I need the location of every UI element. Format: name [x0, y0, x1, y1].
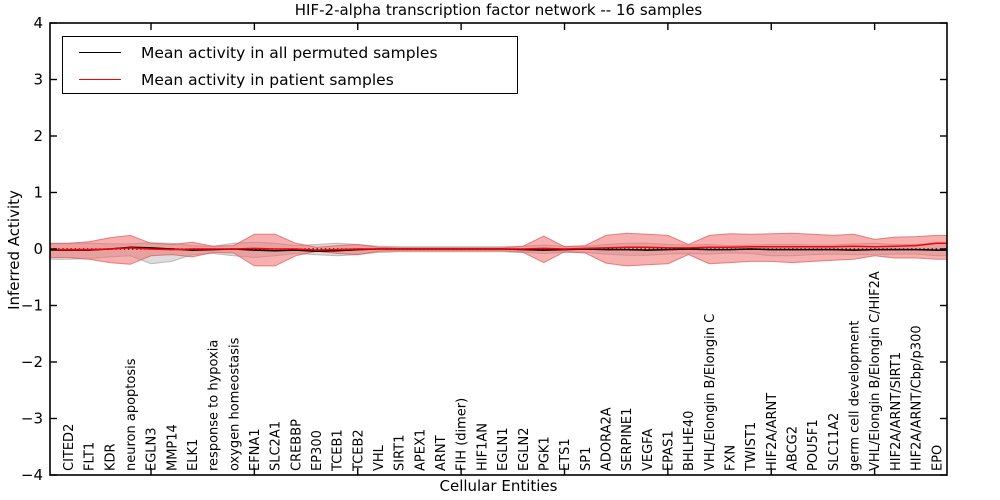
x-category-label: EGLN2 [517, 427, 532, 471]
legend-line-sample [79, 79, 121, 80]
x-category-label: VHL/Elongin B/Elongin C [703, 314, 718, 471]
x-category-label: MMP14 [165, 424, 180, 471]
y-tick-label: 2 [33, 127, 43, 145]
y-tick-label: −4 [21, 466, 43, 484]
x-category-label: HIF1AN [475, 423, 490, 471]
x-category-label: CITED2 [62, 424, 77, 471]
x-category-label: ETS1 [558, 438, 573, 471]
x-category-label: response to hypoxia [207, 340, 222, 471]
x-category-label: SERPINE1 [620, 408, 635, 471]
x-category-label: SLC11A2 [827, 413, 842, 471]
x-axis-label: Cellular Entities [439, 477, 558, 495]
y-tick-label: 4 [33, 14, 43, 32]
x-category-label: EGLN1 [496, 427, 511, 471]
legend-label: Mean activity in all permuted samples [141, 43, 438, 62]
y-tick-label: −2 [21, 353, 43, 371]
x-category-label: germ cell development [848, 321, 863, 471]
chart-title: HIF-2-alpha transcription factor network… [294, 1, 703, 19]
x-category-label: VEGFA [641, 429, 656, 471]
x-category-label: BHLHE40 [682, 411, 697, 471]
x-category-label: oxygen homeostasis [227, 337, 242, 471]
y-tick-label: 3 [33, 71, 43, 89]
legend-box: Mean activity in all permuted samples Mea… [62, 36, 518, 94]
x-category-label: ARNT [434, 435, 449, 471]
x-category-label: FIH (dimer) [455, 398, 470, 471]
x-category-label: HIF2A/ARNT [765, 393, 780, 471]
line-patient [50, 242, 947, 251]
x-category-label: CREBBP [289, 419, 304, 471]
x-category-label: EPO [930, 445, 945, 471]
x-category-label: VHL [372, 444, 387, 471]
x-category-label: SLC2A1 [269, 421, 284, 471]
x-category-label: neuron apoptosis [124, 358, 139, 471]
x-category-label: HIF2A/ARNT/SIRT1 [889, 352, 904, 471]
legend-label: Mean activity in patient samples [141, 70, 394, 89]
x-category-label: POU5F1 [806, 419, 821, 471]
x-category-label: HIF2A/ARNT/Cbp/p300 [910, 325, 925, 471]
x-category-label: FLT1 [83, 442, 98, 471]
y-tick-label: 1 [33, 184, 43, 202]
legend-line-sample [79, 52, 121, 53]
x-category-label: KDR [103, 443, 118, 471]
x-category-label: FXN [724, 445, 739, 471]
x-category-label: SIRT1 [393, 435, 408, 471]
x-category-label: TWIST1 [744, 422, 759, 472]
y-tick-label: 0 [33, 240, 43, 258]
x-category-label: EP300 [310, 430, 325, 471]
legend-entry-patient: Mean activity in patient samples [63, 66, 517, 93]
x-category-label: VHL/Elongin B/Elongin C/HIF2A [868, 271, 883, 471]
y-axis-label: Inferred Activity [5, 190, 23, 310]
x-category-label: EGLN3 [145, 427, 160, 471]
x-category-label: APEX1 [413, 429, 428, 471]
legend-entry-permuted: Mean activity in all permuted samples [63, 39, 517, 66]
x-category-label: EFNA1 [248, 428, 263, 471]
x-category-label: EPAS1 [661, 430, 676, 471]
x-category-label: ADORA2A [599, 407, 614, 471]
x-category-label: SP1 [579, 447, 594, 471]
y-tick-label: −1 [21, 297, 43, 315]
y-tick-label: −3 [21, 410, 43, 428]
x-category-label: PGK1 [537, 436, 552, 471]
x-category-label: TCEB1 [331, 429, 346, 472]
x-category-label: ABCG2 [786, 426, 801, 471]
x-category-label: ELK1 [186, 439, 201, 471]
x-category-label: TCEB2 [351, 429, 366, 472]
